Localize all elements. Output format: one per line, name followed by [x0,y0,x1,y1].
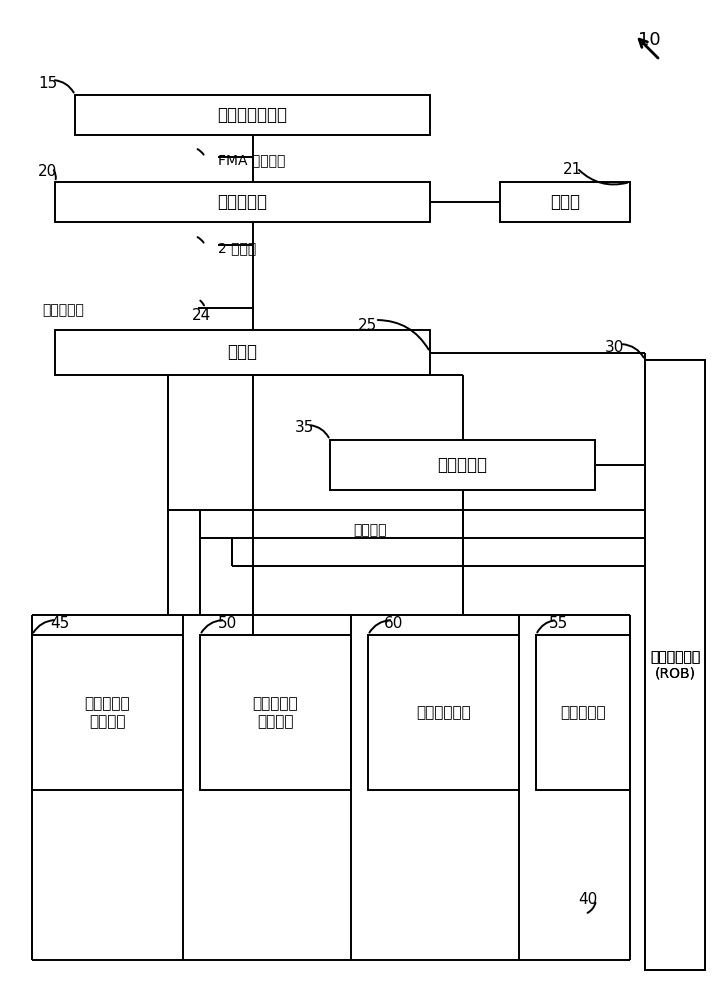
Text: 第一类型的
执行单元: 第一类型的 执行单元 [85,696,130,729]
Text: FMA 架构指令: FMA 架构指令 [218,153,285,167]
Bar [55,330,430,375]
Bar [645,360,705,970]
Text: 20: 20 [38,164,57,180]
Text: 指令流水线: 指令流水线 [42,303,84,317]
Text: 调度器: 调度器 [227,344,258,361]
Bar [500,182,630,222]
Text: 50: 50 [218,615,237,631]
Text: 指令高速缓存器: 指令高速缓存器 [218,106,287,124]
Text: 暂时存储器: 暂时存储器 [560,705,605,720]
Bar [32,635,183,790]
Bar [200,635,351,790]
Text: 21: 21 [563,162,582,178]
Bar [536,635,630,790]
Text: 第二类型的
执行单元: 第二类型的 执行单元 [253,696,298,729]
Text: 25: 25 [358,318,378,332]
Text: 55: 55 [549,615,568,631]
Text: 架构寄存器: 架构寄存器 [438,456,487,474]
Text: 2 微指令: 2 微指令 [218,241,256,255]
Text: 15: 15 [38,76,57,91]
Text: 45: 45 [50,615,69,631]
Bar [75,95,430,135]
Text: 其它执行单元: 其它执行单元 [416,705,471,720]
Text: 指令转译器: 指令转译器 [218,193,267,211]
Text: 重排序缓冲器
(ROB): 重排序缓冲器 (ROB) [650,650,700,680]
Text: 10: 10 [638,31,661,49]
Text: 模式位: 模式位 [550,193,580,211]
Bar [55,182,430,222]
Text: 60: 60 [384,615,404,631]
Bar [330,440,595,490]
Text: 24: 24 [192,308,211,322]
Text: 转发总线: 转发总线 [354,523,387,537]
Text: 35: 35 [295,420,314,436]
Text: 重排序缓冲器
(ROB): 重排序缓冲器 (ROB) [650,650,700,680]
Bar [368,635,519,790]
Bar [645,360,705,970]
Text: 40: 40 [578,892,597,908]
Text: 30: 30 [605,340,624,356]
